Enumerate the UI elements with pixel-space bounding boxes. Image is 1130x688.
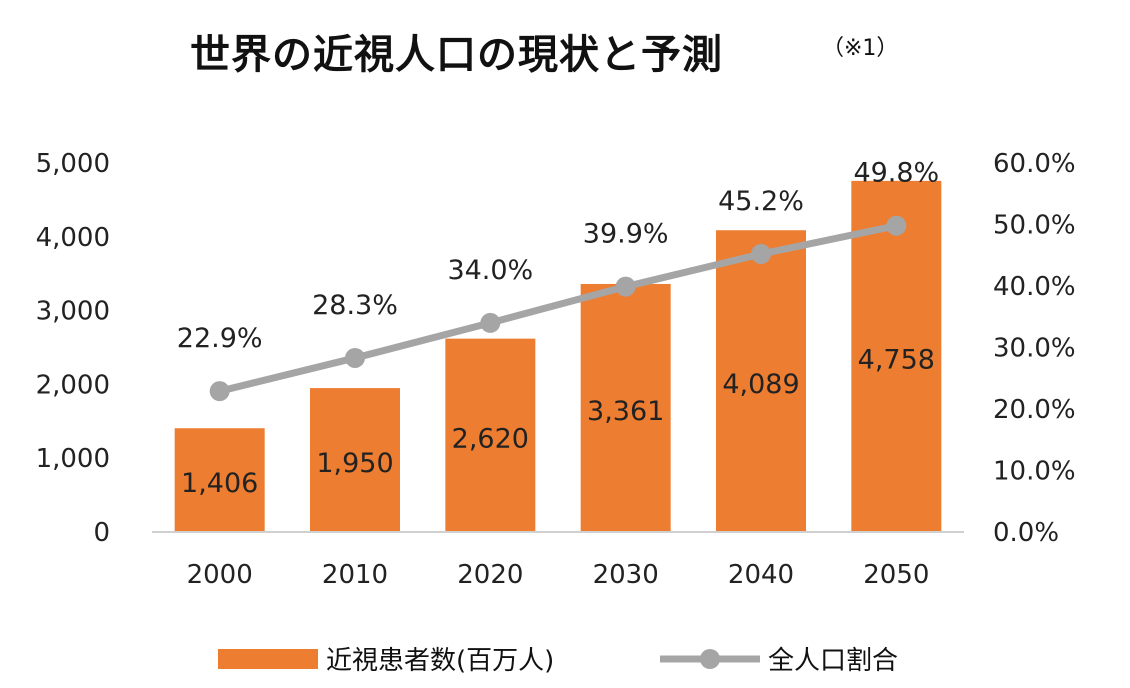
legend-item-bars: 近視患者数(百万人) bbox=[218, 640, 554, 677]
left-tick-label: 4,000 bbox=[36, 223, 110, 253]
right-tick-label: 10.0% bbox=[993, 457, 1076, 487]
left-tick-label: 0 bbox=[93, 518, 110, 548]
chart-note: （※1） bbox=[822, 36, 899, 61]
left-tick-label: 1,000 bbox=[36, 444, 110, 474]
right-tick-label: 0.0% bbox=[993, 518, 1059, 548]
line-value-label: 22.9% bbox=[177, 323, 263, 354]
line-series bbox=[218, 222, 898, 395]
right-tick-label: 40.0% bbox=[993, 272, 1076, 302]
line-value-label: 49.8% bbox=[853, 158, 939, 189]
line-point bbox=[345, 347, 365, 368]
bar bbox=[445, 338, 536, 532]
x-tick-label: 2050 bbox=[863, 560, 929, 590]
bar-value-label: 4,089 bbox=[722, 369, 799, 400]
left-tick-label: 5,000 bbox=[36, 149, 110, 179]
line-point bbox=[886, 215, 907, 236]
bar-value-label: 1,406 bbox=[181, 468, 258, 499]
legend-bar-swatch bbox=[218, 648, 318, 669]
bar bbox=[310, 388, 400, 532]
x-tick-label: 2040 bbox=[728, 560, 794, 590]
x-tick-label: 2030 bbox=[593, 560, 659, 590]
legend-bar-label: 近視患者数(百万人) bbox=[326, 646, 555, 676]
bar bbox=[716, 230, 806, 532]
line-point bbox=[480, 312, 501, 333]
bar-value-label: 4,758 bbox=[858, 344, 935, 375]
left-tick-label: 3,000 bbox=[36, 297, 110, 327]
x-tick-label: 2010 bbox=[322, 560, 388, 590]
line-value-label: 39.9% bbox=[583, 219, 669, 250]
chart-title: 世界の近視人口の現状と予測 bbox=[190, 32, 723, 78]
left-tick-label: 2,000 bbox=[36, 370, 110, 400]
bar-value-label: 1,950 bbox=[316, 448, 393, 479]
x-tick-label: 2020 bbox=[457, 560, 523, 590]
bar bbox=[580, 283, 671, 532]
right-tick-label: 60.0% bbox=[993, 149, 1076, 179]
line-point bbox=[751, 244, 771, 265]
legend-item-line: 全人口割合 bbox=[660, 640, 898, 677]
right-tick-label: 30.0% bbox=[993, 334, 1076, 364]
line-value-label: 45.2% bbox=[718, 186, 804, 217]
line-value-label: 34.0% bbox=[447, 255, 533, 286]
right-tick-label: 20.0% bbox=[993, 395, 1076, 425]
legend-line-swatch bbox=[660, 648, 760, 669]
bar bbox=[851, 180, 942, 532]
legend-line-label: 全人口割合 bbox=[768, 646, 899, 676]
line-value-label: 28.3% bbox=[312, 290, 398, 321]
bar-value-label: 3,361 bbox=[587, 396, 664, 427]
line-point bbox=[615, 276, 636, 297]
bar-value-label: 2,620 bbox=[452, 423, 529, 454]
x-tick-label: 2000 bbox=[187, 560, 253, 590]
line-point bbox=[209, 381, 230, 402]
bar bbox=[174, 428, 265, 532]
right-tick-label: 50.0% bbox=[993, 211, 1076, 241]
